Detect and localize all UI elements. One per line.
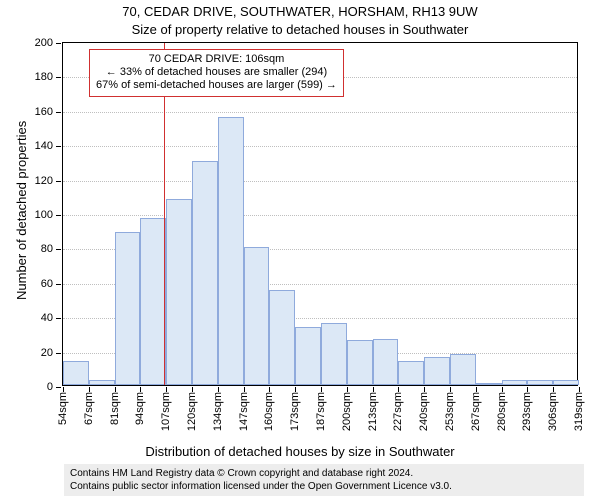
x-tick-label: 94sqm [134,385,146,425]
attribution-footer: Contains HM Land Registry data © Crown c… [64,464,584,496]
histogram-bar [218,117,244,385]
histogram-bar [244,247,270,385]
x-tick-label: 134sqm [212,385,224,431]
y-tick-label: 120 [35,175,63,187]
chart-title-address: 70, CEDAR DRIVE, SOUTHWATER, HORSHAM, RH… [0,4,600,19]
y-axis-label: Number of detached properties [14,121,29,300]
y-tick-label: 20 [41,347,63,359]
annotation-line: 70 CEDAR DRIVE: 106sqm [96,53,337,66]
x-tick-label: 120sqm [186,385,198,431]
x-tick-label: 67sqm [83,385,95,425]
x-tick-label: 253sqm [444,385,456,431]
histogram-bar [295,327,321,385]
gridline [63,112,577,113]
x-axis-label: Distribution of detached houses by size … [0,444,600,459]
gridline [63,215,577,216]
histogram-bar [115,232,141,385]
histogram-bar [63,361,89,385]
histogram-bar [321,323,347,385]
property-size-chart: 70, CEDAR DRIVE, SOUTHWATER, HORSHAM, RH… [0,0,600,500]
x-tick-label: 81sqm [109,385,121,425]
histogram-bar [450,354,476,385]
histogram-bar [269,290,295,385]
x-tick-label: 280sqm [496,385,508,431]
chart-subtitle: Size of property relative to detached ho… [0,22,600,37]
y-tick-label: 80 [41,243,63,255]
y-tick-label: 200 [35,37,63,49]
x-tick-label: 187sqm [315,385,327,431]
x-tick-label: 200sqm [341,385,353,431]
y-tick-label: 100 [35,209,63,221]
annotation-box: 70 CEDAR DRIVE: 106sqm← 33% of detached … [89,49,344,97]
x-tick-label: 107sqm [160,385,172,431]
histogram-bar [424,357,450,385]
x-tick-label: 147sqm [238,385,250,431]
gridline [63,146,577,147]
annotation-line: ← 33% of detached houses are smaller (29… [96,66,337,79]
histogram-bar [373,339,399,385]
annotation-line: 67% of semi-detached houses are larger (… [96,79,337,92]
x-tick-label: 267sqm [470,385,482,431]
y-tick-label: 140 [35,140,63,152]
y-tick-label: 60 [41,278,63,290]
gridline [63,181,577,182]
x-tick-label: 54sqm [57,385,69,425]
histogram-bar [192,161,218,385]
x-tick-label: 213sqm [367,385,379,431]
footer-line: Contains public sector information licen… [70,480,578,493]
x-tick-label: 306sqm [547,385,559,431]
x-tick-label: 319sqm [573,385,585,431]
histogram-bar [166,199,192,385]
histogram-bar [140,218,166,385]
x-tick-label: 240sqm [418,385,430,431]
histogram-bar [398,361,424,385]
y-tick-label: 160 [35,106,63,118]
x-tick-label: 173sqm [289,385,301,431]
footer-line: Contains HM Land Registry data © Crown c… [70,467,578,480]
x-tick-label: 227sqm [392,385,404,431]
y-tick-label: 180 [35,71,63,83]
y-tick-label: 40 [41,312,63,324]
x-tick-label: 293sqm [521,385,533,431]
histogram-bar [347,340,373,385]
x-tick-label: 160sqm [263,385,275,431]
plot-area: 02040608010012014016018020054sqm67sqm81s… [62,42,578,386]
